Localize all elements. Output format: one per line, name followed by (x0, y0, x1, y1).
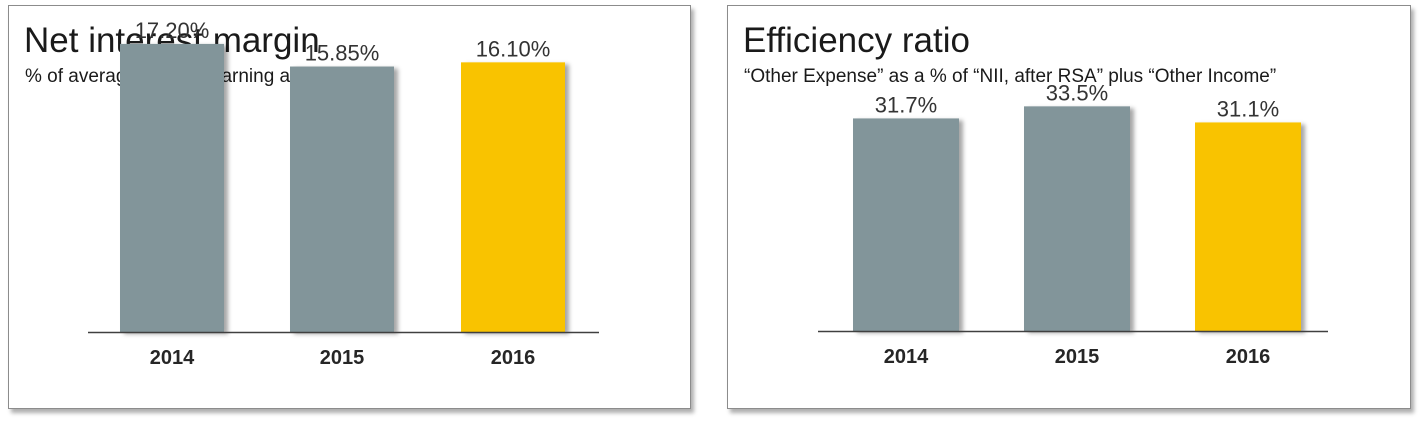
bar-2015 (1024, 106, 1130, 331)
chart-subtitle: “Other Expense” as a % of “NII, after RS… (744, 66, 1277, 87)
x-tick-label-2016: 2016 (491, 347, 536, 369)
bar-2015 (290, 66, 394, 333)
efficiency-ratio-chart: 31.7% 2014 33.5% 2015 31.1% 2016 (818, 80, 1328, 368)
bar-2014 (120, 43, 224, 333)
bar-2014 (853, 118, 959, 332)
data-label-2016: 31.1% (1217, 96, 1279, 121)
bar-2016 (461, 62, 565, 333)
efficiency-ratio-panel: Efficiency ratio “Other Expense” as a % … (727, 5, 1411, 409)
data-label-2016: 16.10% (476, 36, 551, 61)
net-interest-margin-chart: 17.20% 2014 15.85% 2015 16.10% 2016 (88, 18, 599, 369)
x-tick-label-2016: 2016 (1226, 346, 1271, 368)
bar-2016 (1195, 122, 1301, 331)
x-tick-label-2015: 2015 (320, 347, 365, 369)
data-label-2015: 33.5% (1046, 80, 1108, 105)
x-tick-label-2014: 2014 (884, 346, 929, 368)
chart-title: Efficiency ratio (743, 21, 970, 60)
data-label-2014: 31.7% (875, 92, 937, 117)
data-label-2015: 15.85% (305, 41, 380, 66)
data-label-2014: 17.20% (135, 18, 210, 43)
net-interest-margin-panel: Net interest margin % of average interes… (8, 5, 691, 409)
x-tick-label-2014: 2014 (150, 347, 195, 369)
x-tick-label-2015: 2015 (1055, 346, 1100, 368)
